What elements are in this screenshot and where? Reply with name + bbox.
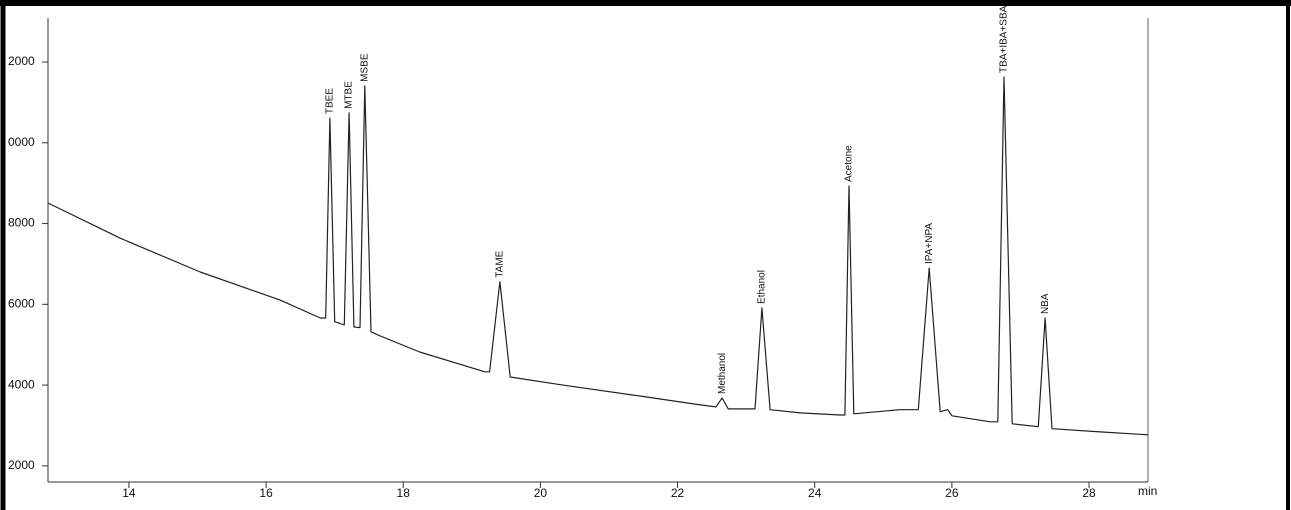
y-tick-label: 0000 <box>8 135 35 149</box>
peak-label: Ethanol <box>757 270 768 304</box>
trace <box>47 76 1149 436</box>
peak-label: Acetone <box>844 145 855 182</box>
y-tick-label: 6000 <box>8 296 35 310</box>
x-tick-label: 26 <box>945 486 959 500</box>
peak-label: TBEE <box>324 88 335 114</box>
x-axis-label: min <box>1138 484 1157 498</box>
x-tick-label: 24 <box>808 486 822 500</box>
peak-label: NBA <box>1040 293 1051 314</box>
y-tick-label: 2000 <box>8 54 35 68</box>
peak-label: MTBE <box>344 81 355 109</box>
x-tick-label: 18 <box>397 486 411 500</box>
peak-label: Methanol <box>717 353 728 394</box>
peak-label: MSBE <box>359 53 370 82</box>
y-tick-label: 4000 <box>8 377 35 391</box>
x-tick-label: 22 <box>671 486 685 500</box>
x-tick-label: 14 <box>122 486 136 500</box>
x-tick-label: 28 <box>1082 486 1096 500</box>
peak-label: TAME <box>495 250 506 277</box>
peak-label: TBA+IBA+SBA <box>999 5 1010 73</box>
y-tick-label: 2000 <box>8 458 35 472</box>
y-tick-label: 8000 <box>8 216 35 230</box>
x-tick-label: 20 <box>534 486 548 500</box>
peak-label: IPA+NPA <box>924 223 935 264</box>
x-tick-label: 16 <box>259 486 273 500</box>
